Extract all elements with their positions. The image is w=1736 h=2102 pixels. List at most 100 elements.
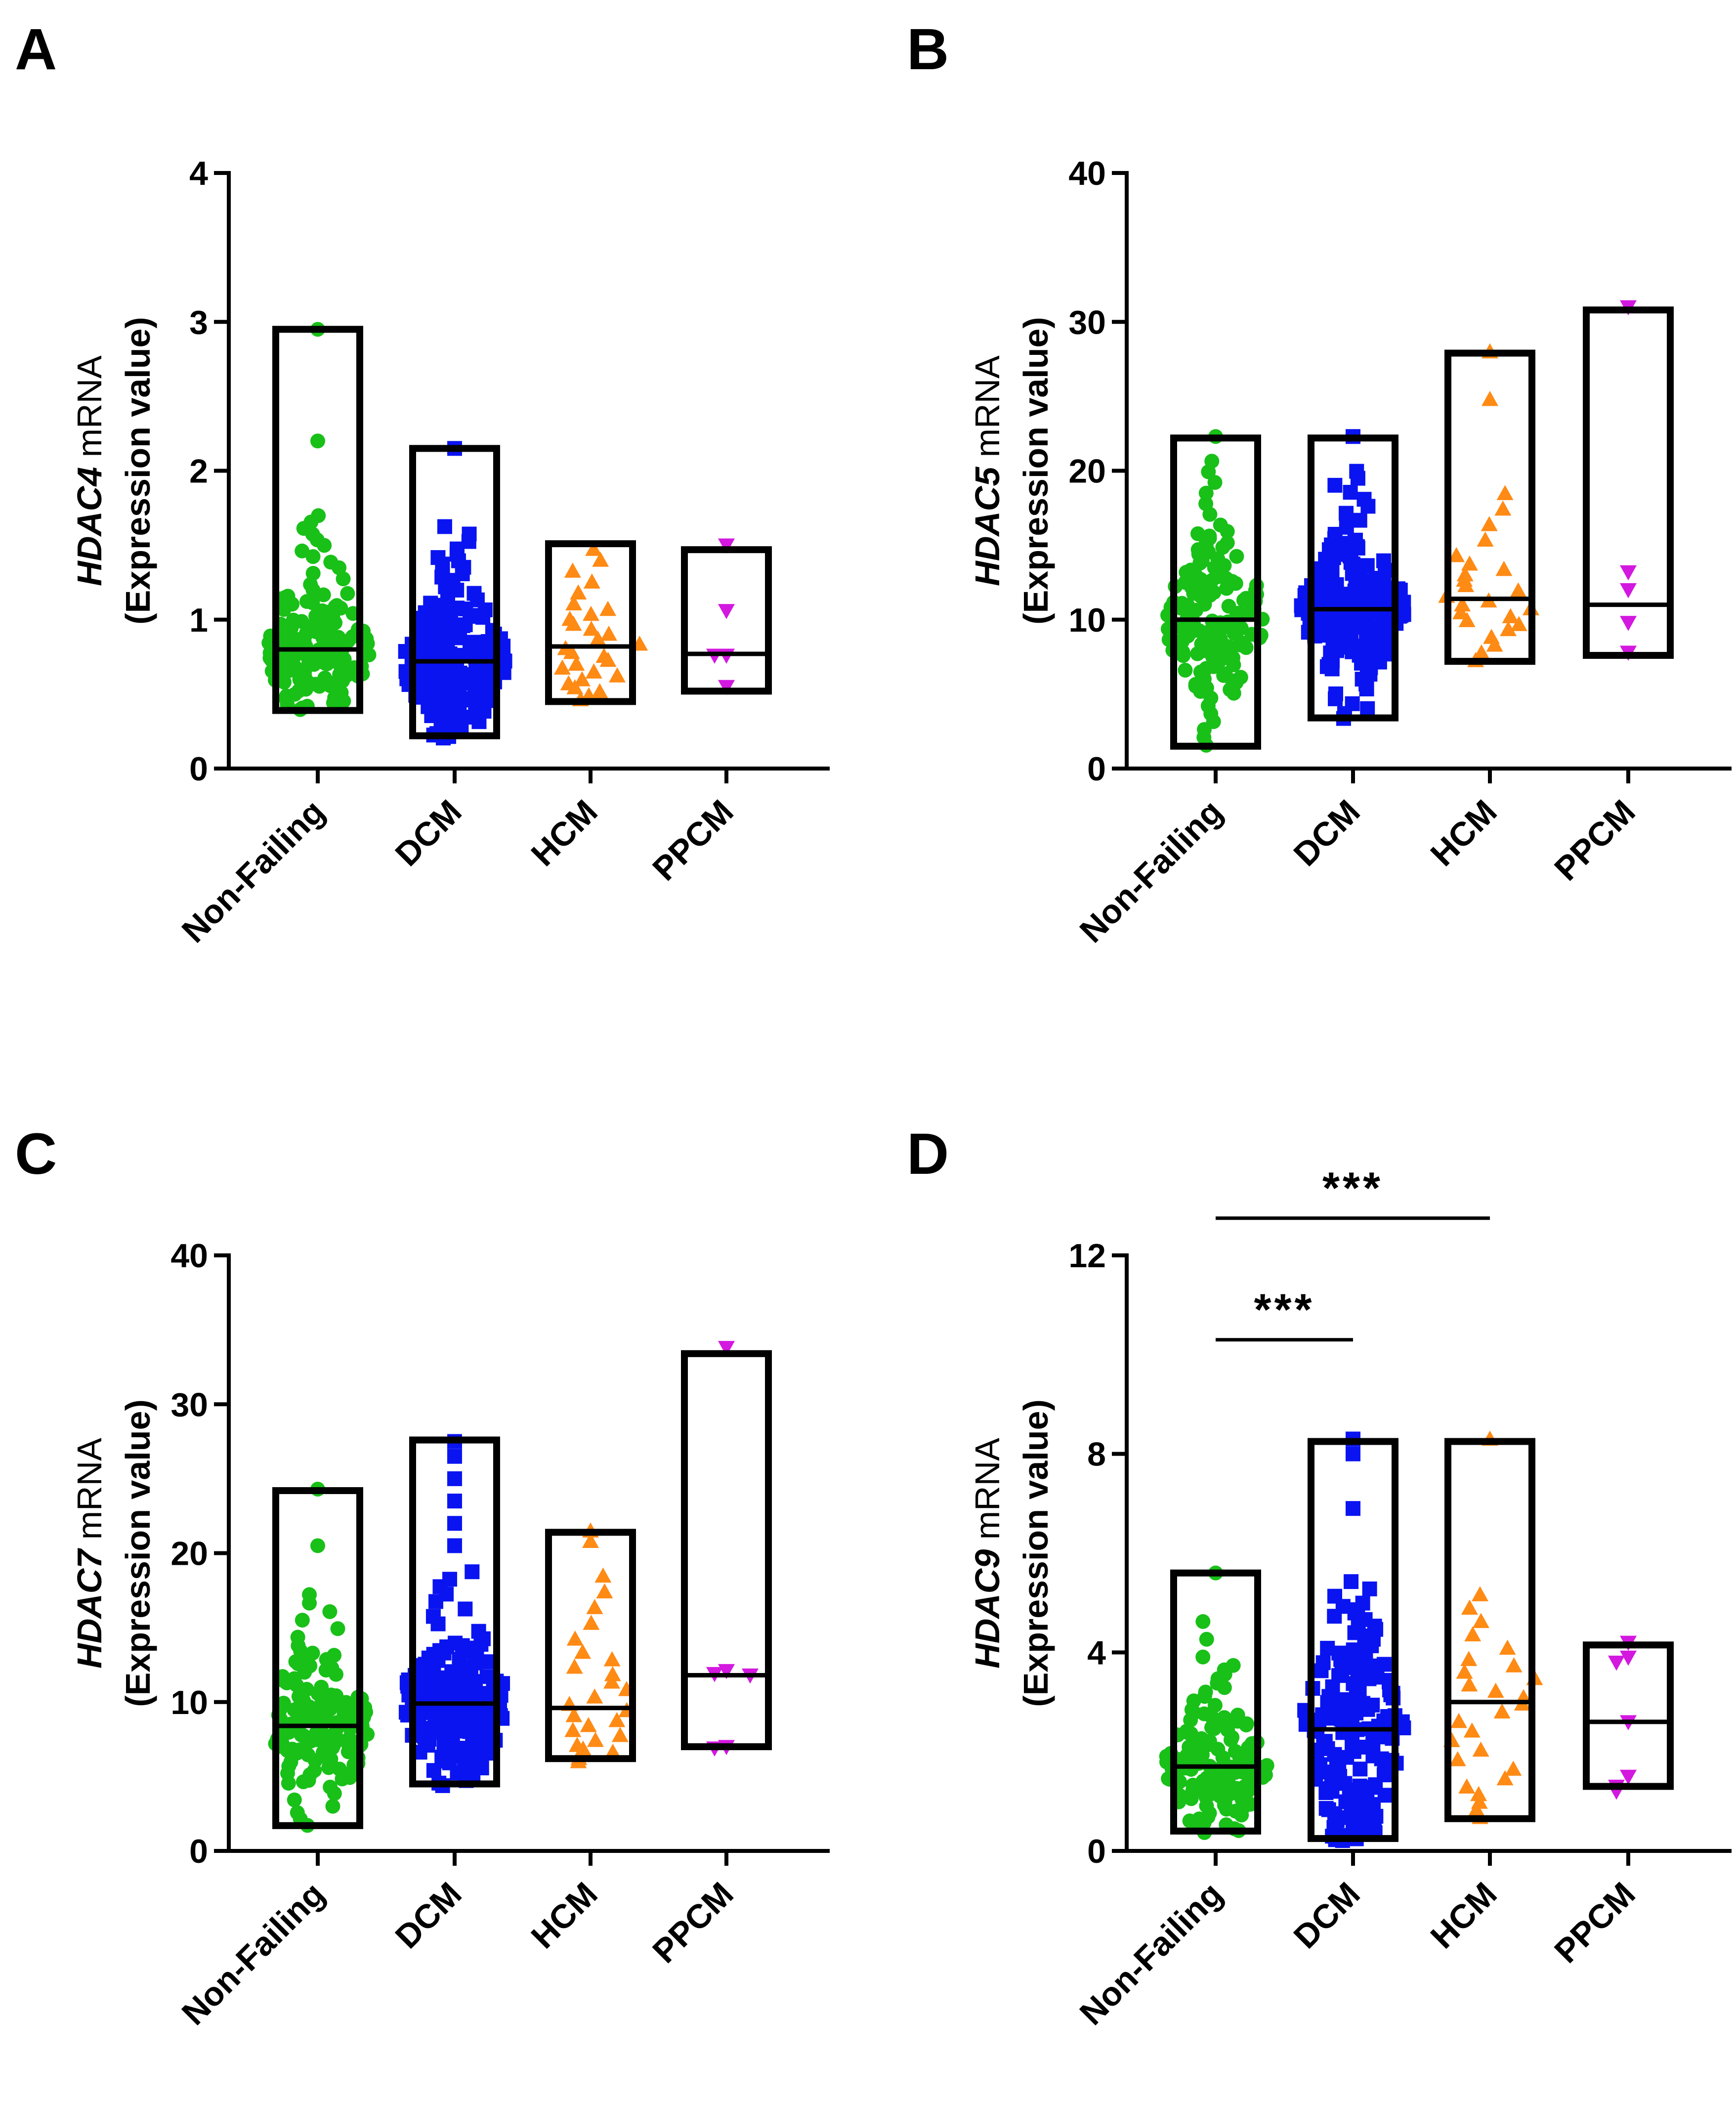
data-point xyxy=(1482,390,1498,406)
y-axis-title: HDAC5 mRNA xyxy=(968,355,1007,586)
y-tick-label: 0 xyxy=(1087,750,1106,788)
data-point xyxy=(465,1564,480,1580)
gene-name: HDAC9 xyxy=(968,1549,1007,1669)
data-point xyxy=(1324,564,1340,580)
panel-letter: C xyxy=(15,1121,57,1187)
data-point xyxy=(718,538,735,554)
y-axis-title: HDAC4 mRNA xyxy=(70,355,109,586)
y-tick-label: 4 xyxy=(189,155,208,192)
data-point xyxy=(1468,1801,1485,1817)
data-point xyxy=(442,1572,458,1587)
data-point xyxy=(323,555,339,570)
data-point xyxy=(471,1624,486,1639)
range-bar xyxy=(681,1350,772,1751)
data-point xyxy=(604,1666,621,1681)
data-point xyxy=(1620,583,1637,599)
data-point xyxy=(458,1601,473,1617)
data-point xyxy=(1471,1794,1488,1809)
data-point xyxy=(448,1635,463,1651)
data-point xyxy=(566,1630,584,1646)
data-point xyxy=(611,1727,629,1742)
data-point xyxy=(592,552,609,567)
data-point xyxy=(1620,1650,1637,1666)
data-point xyxy=(1472,1741,1489,1757)
significance-label: *** xyxy=(1254,1286,1314,1335)
data-point xyxy=(310,433,325,449)
y-tick-label: 12 xyxy=(1068,1237,1106,1275)
data-point xyxy=(1230,1708,1245,1723)
data-point xyxy=(586,1688,603,1704)
data-point xyxy=(361,647,377,662)
data-point xyxy=(1448,547,1465,562)
significance-non-failing-vs-dcm: *** xyxy=(1216,1286,1353,1342)
y-tick-label: 30 xyxy=(170,1386,208,1423)
data-point xyxy=(1352,513,1367,528)
data-point xyxy=(1315,1655,1331,1671)
data-point xyxy=(1346,1501,1360,1516)
data-point xyxy=(583,573,600,589)
range-bar xyxy=(1170,434,1261,750)
data-point xyxy=(1226,1658,1241,1673)
data-point xyxy=(290,1805,305,1820)
data-point xyxy=(1472,1613,1489,1628)
y-tick-label: 0 xyxy=(189,1833,208,1870)
data-point xyxy=(1353,1761,1368,1777)
data-point xyxy=(1510,582,1527,598)
data-point xyxy=(580,1716,597,1732)
data-point xyxy=(1339,519,1354,535)
data-point xyxy=(1454,596,1471,612)
data-point xyxy=(553,659,571,675)
range-bar xyxy=(1444,349,1535,665)
data-point xyxy=(1344,1574,1359,1589)
data-point xyxy=(1450,1713,1468,1728)
data-point xyxy=(1505,1760,1522,1776)
data-point xyxy=(310,1538,325,1553)
data-point xyxy=(340,586,355,601)
data-point xyxy=(1345,696,1360,711)
data-point xyxy=(303,577,318,592)
data-point xyxy=(591,683,608,698)
data-point xyxy=(425,1609,441,1624)
data-point xyxy=(1327,1588,1342,1604)
range-bar xyxy=(1583,1641,1674,1790)
range-bar xyxy=(409,1436,500,1788)
data-point xyxy=(305,1645,320,1661)
y-axis-unit: mRNA xyxy=(70,355,109,467)
data-point xyxy=(286,612,301,628)
y-tick-label: 20 xyxy=(1068,453,1106,490)
panel-letter: A xyxy=(15,17,57,82)
data-point xyxy=(565,595,583,611)
y-axis-title-line2: (Expression value) xyxy=(1016,1399,1055,1707)
data-point xyxy=(1481,516,1498,531)
gene-name: HDAC5 xyxy=(968,467,1007,586)
data-point xyxy=(596,1583,613,1599)
data-point xyxy=(1339,506,1354,521)
data-point xyxy=(1483,629,1500,644)
data-point xyxy=(1608,1655,1625,1671)
data-point xyxy=(568,655,585,671)
data-point xyxy=(595,647,613,663)
data-point xyxy=(1320,1640,1335,1656)
data-point xyxy=(287,1792,302,1807)
data-point xyxy=(1499,1639,1516,1655)
y-axis-title: HDAC9 mRNA xyxy=(968,1438,1007,1669)
data-point xyxy=(1486,636,1503,652)
y-tick-label: 10 xyxy=(1068,601,1106,639)
data-point xyxy=(1259,1758,1274,1773)
data-point xyxy=(466,586,482,601)
y-tick-label: 40 xyxy=(170,1237,208,1275)
y-tick-label: 3 xyxy=(189,303,208,341)
data-point xyxy=(1221,599,1236,614)
data-point xyxy=(1356,492,1372,507)
data-point xyxy=(305,549,321,564)
data-point xyxy=(327,1648,342,1663)
data-point xyxy=(1376,553,1391,568)
data-point xyxy=(276,1696,291,1711)
range-bar xyxy=(545,540,636,705)
data-point xyxy=(583,1615,600,1630)
data-point xyxy=(608,1712,626,1727)
group-dcm: DCM xyxy=(388,1434,510,1956)
y-axis-title: HDAC7 mRNA xyxy=(70,1438,109,1669)
data-point xyxy=(1470,1786,1487,1802)
